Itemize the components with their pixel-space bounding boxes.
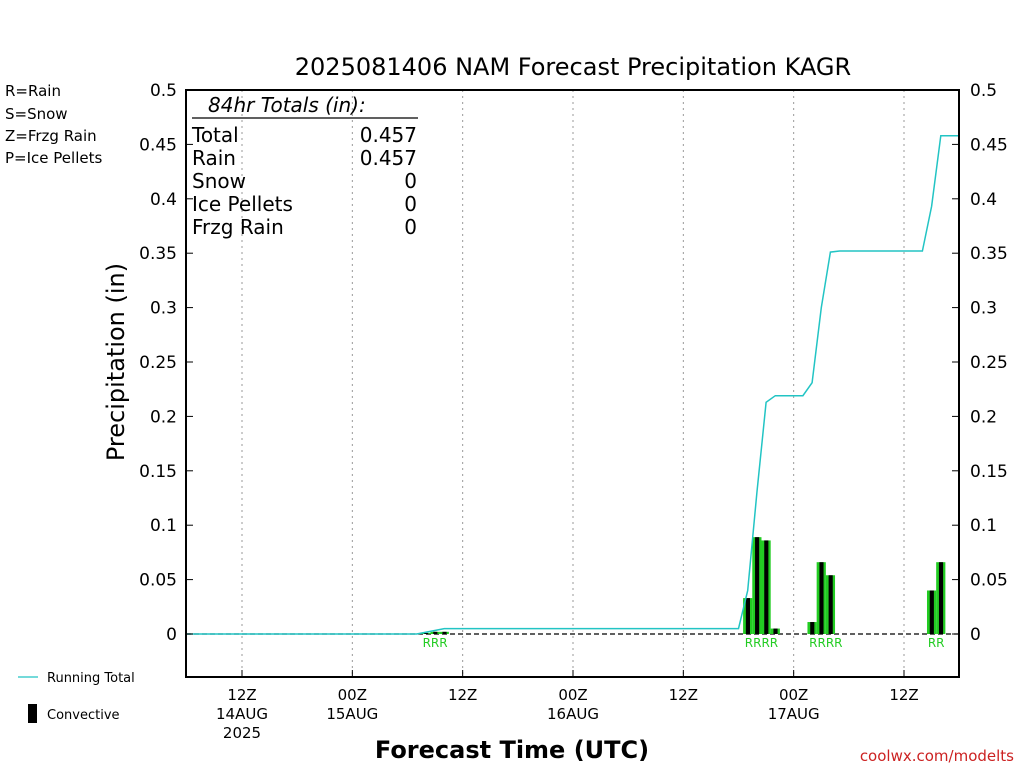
legend-snow: S=Snow <box>5 105 68 123</box>
running-total-line <box>186 134 960 635</box>
precip-bars <box>421 537 946 634</box>
bottom-legend: Running Total Convective <box>18 671 135 723</box>
y-tick-left-label-9: 0.05 <box>139 571 177 591</box>
y-tick-left-label-2: 0.4 <box>150 190 177 210</box>
y-tick-right-label-10: 0 <box>970 625 981 645</box>
totals-label-0: Total <box>191 123 239 147</box>
y-tick-right-label-9: 0.05 <box>970 571 1008 591</box>
x-tick-time-1: 00Z <box>338 686 367 704</box>
y-tick-right-label-8: 0.1 <box>970 516 997 536</box>
x-tick-day-5: 17AUG <box>768 705 820 723</box>
x-tick-time-6: 12Z <box>889 686 918 704</box>
y-axis-title: Precipitation (in) <box>102 263 130 461</box>
totals-box: 84hr Totals (in): Total 0.457 Rain 0.457 Sno… <box>191 93 418 239</box>
x-tick-time-5: 00Z <box>779 686 808 704</box>
y-tick-left-label-0: 0.5 <box>150 81 177 101</box>
convective-bar-0 <box>424 632 429 634</box>
running-total-polyline <box>186 134 960 635</box>
x-tick-time-0: 12Z <box>227 686 256 704</box>
x-tick-year-0: 2025 <box>223 724 261 742</box>
legend-running-total: Running Total <box>47 671 135 686</box>
convective-bar-4 <box>755 537 760 634</box>
chart-title: 2025081406 NAM Forecast Precipitation KA… <box>295 53 851 81</box>
y-tick-left-label-6: 0.2 <box>150 407 177 427</box>
totals-value-2: 0 <box>404 169 417 193</box>
y-tick-left-label-7: 0.15 <box>139 462 177 482</box>
convective-bar-6 <box>773 628 778 634</box>
y-tick-right-label-6: 0.2 <box>970 407 997 427</box>
totals-label-2: Snow <box>192 169 246 193</box>
x-tick-time-3: 00Z <box>558 686 587 704</box>
y-tick-left-label-10: 0 <box>166 625 177 645</box>
convective-bar-1 <box>433 631 438 634</box>
grid-lines <box>241 90 905 677</box>
y-tick-right-label-3: 0.35 <box>970 244 1008 264</box>
convective-bar-3 <box>745 598 750 634</box>
y-tick-left-label-5: 0.25 <box>139 353 177 373</box>
totals-heading: 84hr Totals (in): <box>208 93 366 117</box>
y-tick-right-label-1: 0.45 <box>970 135 1008 155</box>
convective-bar-9 <box>828 575 833 634</box>
y-axis-right: 0.5 0.45 0.4 0.35 0.3 0.25 0.2 0.15 0.1 0.05 0 <box>952 81 1008 645</box>
y-tick-right-label-0: 0.5 <box>970 81 997 101</box>
legend-convective: Convective <box>47 708 120 723</box>
legend-frzg-rain: Z=Frzg Rain <box>5 127 97 145</box>
y-tick-right-label-2: 0.4 <box>970 190 997 210</box>
x-tick-day-1: 15AUG <box>326 705 378 723</box>
totals-value-1: 0.457 <box>360 146 417 170</box>
ptype-legend: R=Rain S=Snow Z=Frzg Rain P=Ice Pellets <box>5 82 102 167</box>
totals-value-0: 0.457 <box>360 123 417 147</box>
x-tick-day-0: 14AUG <box>216 705 268 723</box>
totals-value-4: 0 <box>404 215 417 239</box>
totals-label-1: Rain <box>192 146 236 170</box>
convective-bar-5 <box>764 540 769 634</box>
convective-bar-8 <box>819 562 824 634</box>
legend-rain: R=Rain <box>5 82 61 100</box>
y-tick-right-label-7: 0.15 <box>970 462 1008 482</box>
ptype-label-2: RRRR <box>809 636 842 650</box>
x-axis-title: Forecast Time (UTC) <box>375 736 649 764</box>
y-tick-right-label-4: 0.3 <box>970 299 997 319</box>
convective-bar-7 <box>810 622 815 634</box>
y-tick-left-label-4: 0.3 <box>150 299 177 319</box>
ptype-labels: RRR RRRR RRRR RR <box>423 636 945 650</box>
convective-bar-12 <box>938 562 944 634</box>
totals-label-4: Frzg Rain <box>192 215 284 239</box>
convective-swatch <box>28 704 37 723</box>
y-tick-left-label-1: 0.45 <box>139 135 177 155</box>
x-tick-time-2: 12Z <box>448 686 477 704</box>
totals-label-3: Ice Pellets <box>192 192 293 216</box>
ptype-label-0: RRR <box>423 636 448 650</box>
credit-text: coolwx.com/modelts <box>860 747 1014 765</box>
ptype-label-1: RRRR <box>745 636 778 650</box>
x-tick-day-3: 16AUG <box>547 705 599 723</box>
y-tick-right-label-5: 0.25 <box>970 353 1008 373</box>
x-tick-time-4: 12Z <box>669 686 698 704</box>
y-tick-left-label-3: 0.35 <box>139 244 177 264</box>
ptype-label-3: RR <box>928 636 945 650</box>
convective-bar-11 <box>929 590 934 634</box>
convective-bar-2 <box>442 631 447 634</box>
totals-value-3: 0 <box>404 192 417 216</box>
legend-ice-pellets: P=Ice Pellets <box>5 149 102 167</box>
y-axis-left: 0.5 0.45 0.4 0.35 0.3 0.25 0.2 0.15 0.1 0.05 0 <box>139 81 193 645</box>
y-tick-left-label-8: 0.1 <box>150 516 177 536</box>
